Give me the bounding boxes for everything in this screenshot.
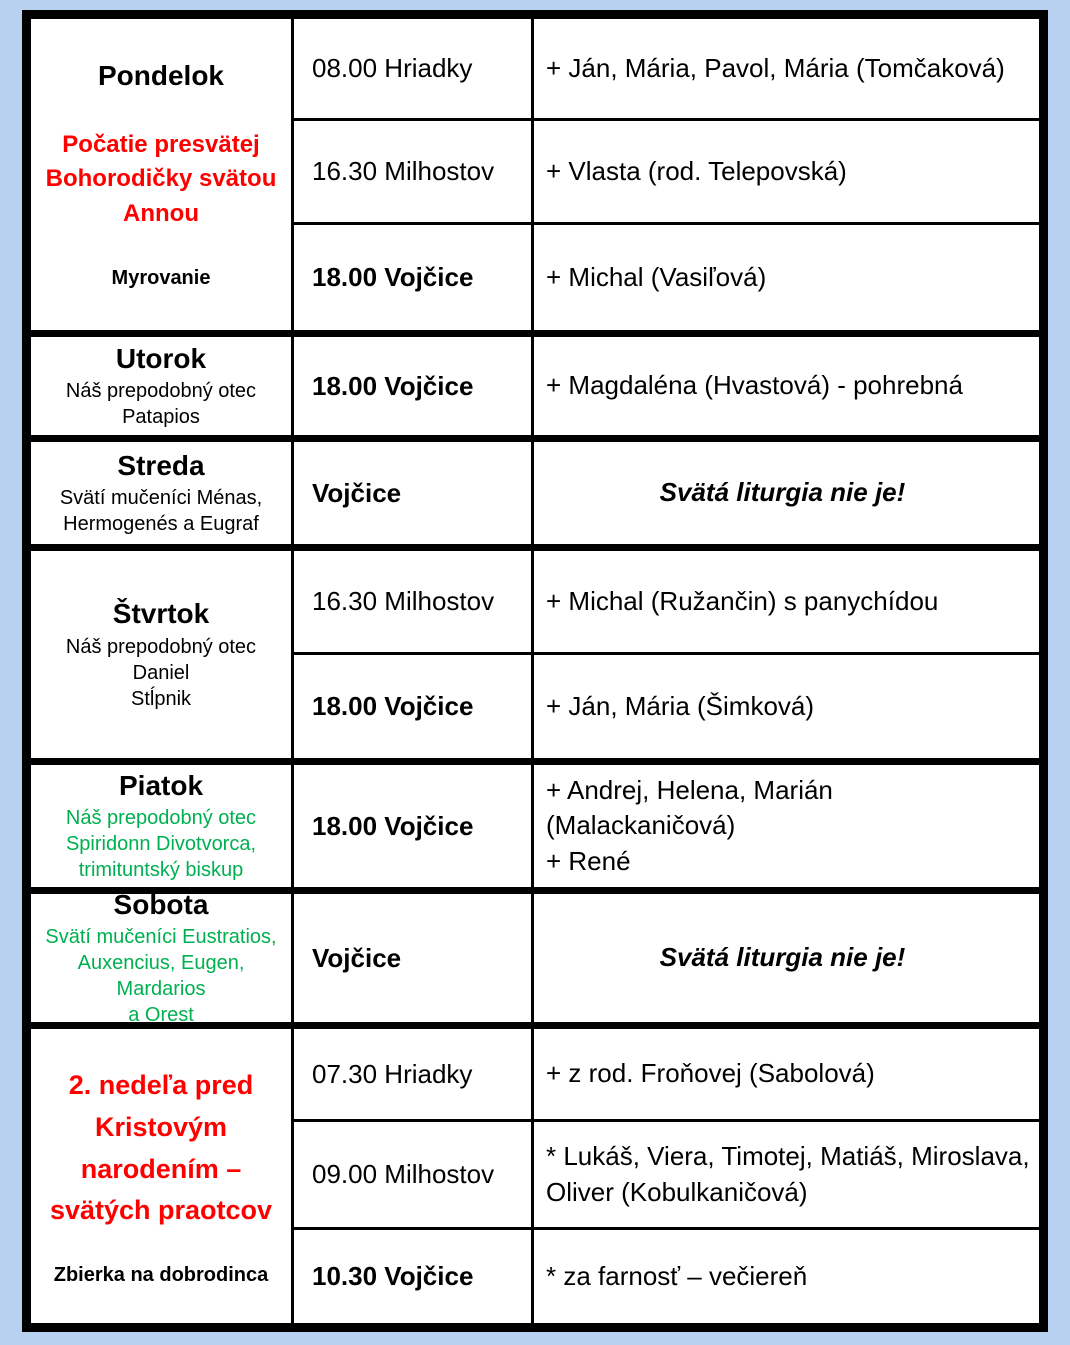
day-group-pondelok: Pondelok Počatie presvätej Bohorodičky s… (31, 19, 1039, 330)
day-cell-sobota: Sobota Svätí mučeníci Eustratios, Auxenc… (31, 889, 294, 1026)
day-group-sobota: Sobota Svätí mučeníci Eustratios, Auxenc… (31, 887, 1039, 1026)
feast-title: Svätí mučeníci Eustratios, Auxencius, Eu… (45, 926, 277, 1027)
day-name: Piatok (118, 769, 204, 801)
time-cell: 16.30 Milhostov (294, 118, 534, 222)
day-name: Utorok (115, 342, 207, 374)
time-cell: 18.00 Vojčice (294, 337, 534, 435)
intention-cell: + Ján, Mária, Pavol, Mária (Tomčaková) (546, 52, 1005, 83)
feast-title: Počatie presvätej Bohorodičky svätou Ann… (45, 130, 277, 228)
time-cell: Vojčice (294, 894, 534, 1022)
day-cell-pondelok: Pondelok Počatie presvätej Bohorodičky s… (31, 19, 294, 330)
day-group-streda: Streda Svätí mučeníci Ménas, Hermogenés … (31, 435, 1039, 544)
day-name: Streda (117, 449, 205, 481)
liturgical-schedule-table: Pondelok Počatie presvätej Bohorodičky s… (22, 10, 1048, 1332)
time-cell: 08.00 Hriadky (294, 19, 534, 118)
day-note: Myrovanie (111, 267, 211, 290)
day-cell-piatok: Piatok Náš prepodobný otec Spiridonn Div… (31, 765, 294, 887)
intention-cell: + Magdaléna (Hvastová) - pohrebná (546, 370, 963, 401)
time-cell: 18.00 Vojčice (294, 652, 534, 758)
day-group-nedela: 2. nedeľa pred Kristovým narodením – svä… (31, 1022, 1039, 1323)
day-cell-stvrtok: Štvrtok Náš prepodobný otec Daniel Stĺpn… (31, 551, 294, 758)
intention-cell: + Vlasta (rod. Telepovská) (534, 118, 1039, 222)
day-note: Zbierka na dobrodinca (53, 1264, 269, 1287)
intention-cell: + Ján, Mária (Šimková) (534, 652, 1039, 758)
time-cell: 07.30 Hriadky (294, 1029, 534, 1119)
time-cell: 09.00 Milhostov (294, 1119, 534, 1227)
time-cell: 18.00 Vojčice (294, 765, 534, 887)
intention-cell: + Michal (Ružančin) s panychídou (546, 585, 939, 616)
day-cell-utorok: Utorok Náš prepodobný otec Patapios (31, 337, 294, 435)
feast-title: Svätí mučeníci Ménas, Hermogenés a Eugra… (59, 487, 263, 536)
day-group-utorok: Utorok Náš prepodobný otec Patapios 18.0… (31, 330, 1039, 435)
time-cell: Vojčice (294, 442, 534, 544)
feast-title: Náš prepodobný otec Daniel Stĺpnik (65, 635, 257, 710)
intention-cell: + Michal (Vasiľová) (534, 222, 1039, 330)
day-name: Pondelok (97, 59, 224, 91)
intention-cell: + z rod. Froňovej (Sabolová) (546, 1058, 875, 1089)
day-cell-streda: Streda Svätí mučeníci Ménas, Hermogenés … (31, 442, 294, 544)
day-group-stvrtok: Štvrtok Náš prepodobný otec Daniel Stĺpn… (31, 544, 1039, 758)
time-cell: 10.30 Vojčice (294, 1227, 534, 1323)
intention-cell: * za farnosť – večiereň (534, 1227, 1039, 1323)
intention-cell: * Lukáš, Viera, Timotej, Matiáš, Mirosla… (534, 1119, 1039, 1227)
no-liturgy-notice: Svätá liturgia nie je! (659, 477, 906, 508)
day-cell-nedela: 2. nedeľa pred Kristovým narodením – svä… (31, 1029, 294, 1323)
no-liturgy-notice: Svätá liturgia nie je! (659, 942, 906, 973)
day-group-piatok: Piatok Náš prepodobný otec Spiridonn Div… (31, 758, 1039, 887)
sunday-title: 2. nedeľa pred Kristovým narodením – svä… (49, 1069, 273, 1226)
feast-title: Náš prepodobný otec Spiridonn Divotvorca… (65, 807, 257, 882)
time-cell: 18.00 Vojčice (294, 222, 534, 330)
intention-cell: + Andrej, Helena, Marián (Malackaničová)… (546, 775, 833, 876)
day-name: Sobota (113, 888, 209, 920)
time-cell: 16.30 Milhostov (294, 551, 534, 652)
feast-title: Náš prepodobný otec Patapios (65, 380, 257, 429)
day-name: Štvrtok (112, 598, 210, 630)
